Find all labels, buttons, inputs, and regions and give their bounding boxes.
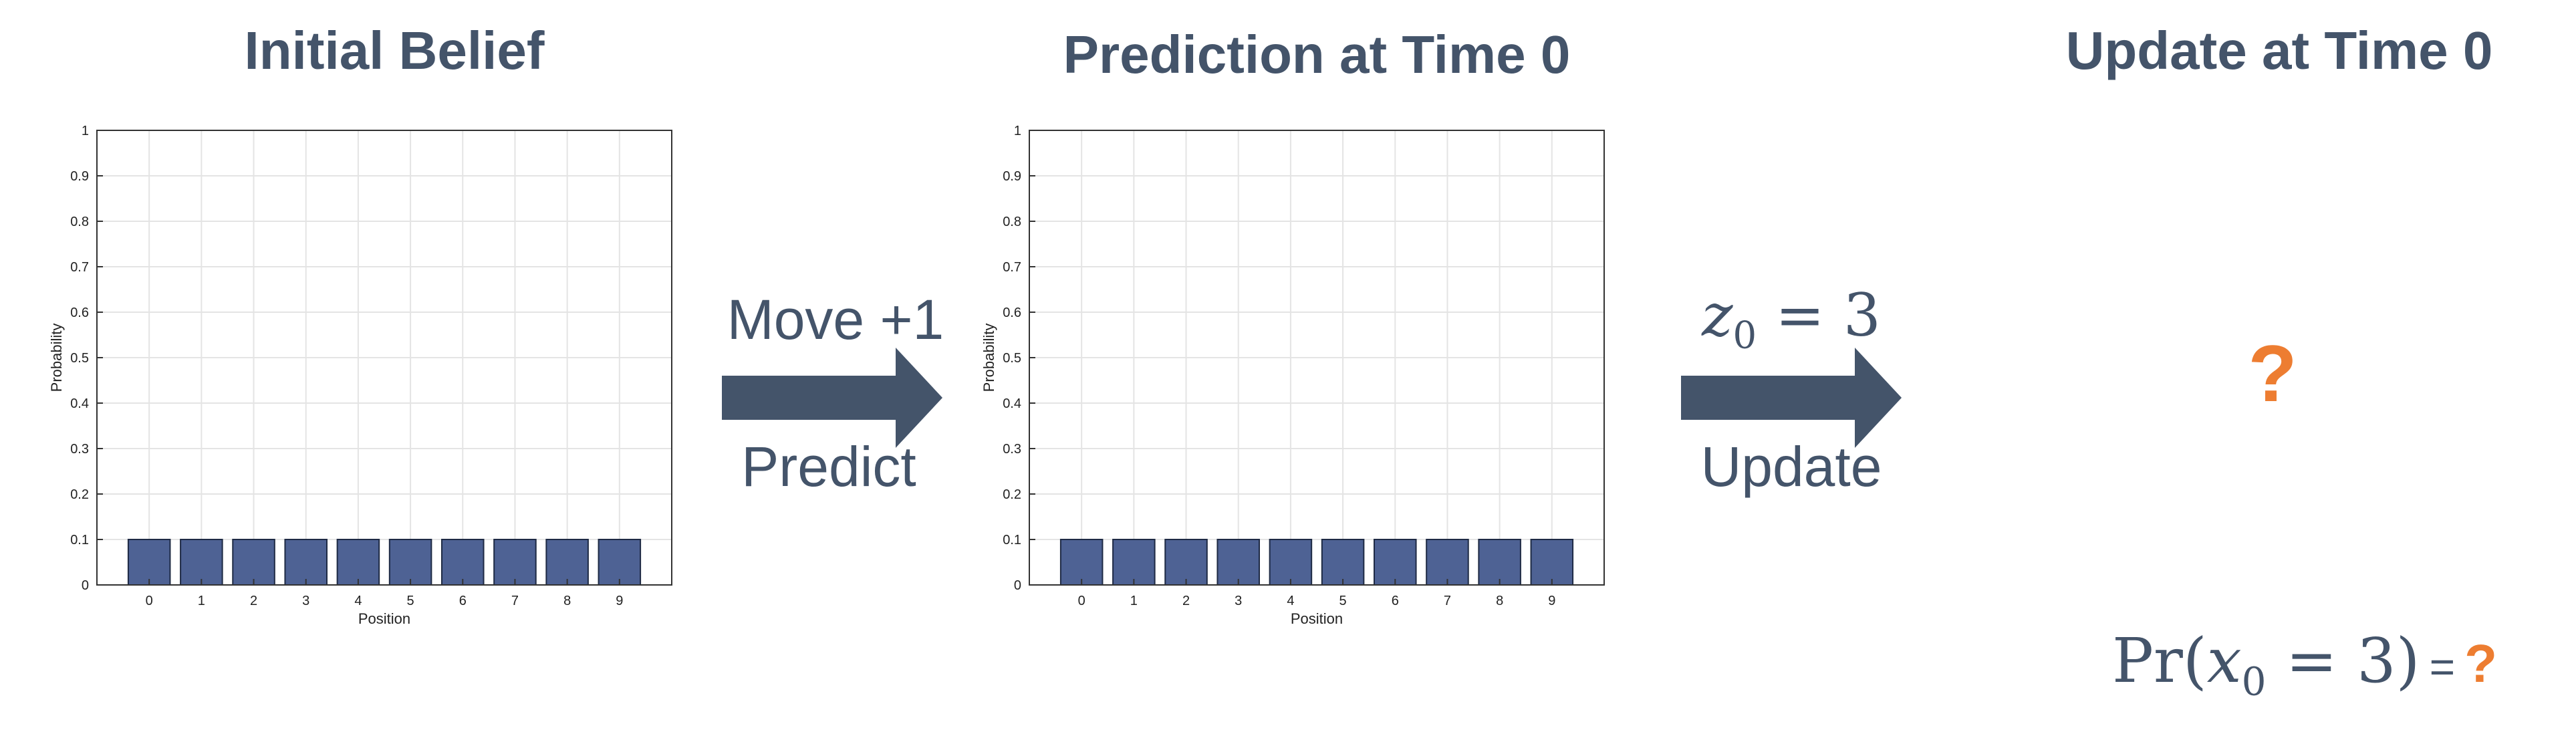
y-tick-label: 0.9: [70, 169, 89, 184]
x-tick-label: 5: [407, 594, 414, 608]
x-axis-label: Position: [358, 610, 410, 627]
y-tick-label: 0.3: [1003, 442, 1021, 457]
y-tick-label: 0.3: [70, 442, 89, 457]
x-tick-label: 3: [302, 594, 309, 608]
initial-belief-title: Initial Belief: [244, 21, 545, 80]
y-tick-label: 0.5: [1003, 351, 1021, 366]
y-tick-label: 0.7: [70, 260, 89, 275]
x-tick-label: 8: [1496, 594, 1503, 608]
predict-arrow-icon: [722, 348, 942, 448]
formula-equals: =: [2429, 642, 2456, 691]
unknown-result-mark: ?: [2248, 329, 2297, 418]
y-tick-label: 0.1: [70, 533, 89, 547]
measurement-sub: 0: [1732, 314, 1757, 358]
y-tick-label: 0: [1014, 578, 1021, 593]
x-tick-label: 9: [1548, 594, 1555, 608]
move-label: Move +1: [727, 288, 944, 351]
bar-8: [545, 539, 589, 586]
y-tick-label: 0.8: [70, 215, 89, 229]
x-axis-label: Position: [1291, 610, 1343, 627]
x-tick-label: 7: [1444, 594, 1451, 608]
measurement-var: z: [1702, 281, 1733, 350]
y-tick-label: 1: [82, 124, 89, 138]
bar-0: [127, 539, 171, 586]
bar-4: [336, 539, 380, 586]
y-tick-label: 0.4: [1003, 396, 1021, 411]
y-tick-label: 0.2: [1003, 487, 1021, 502]
measurement-label: z0 = 3: [1651, 281, 1932, 358]
y-tick-label: 0.1: [1003, 533, 1021, 547]
bar-6: [441, 539, 485, 586]
y-tick-label: 0: [82, 578, 89, 593]
x-tick-label: 4: [1287, 594, 1294, 608]
x-tick-label: 6: [459, 594, 467, 608]
x-tick-label: 7: [511, 594, 519, 608]
y-tick-label: 0.6: [1003, 306, 1021, 320]
y-tick-label: 0.9: [1003, 169, 1021, 184]
y-tick-label: 0.6: [70, 306, 89, 320]
y-axis-label: Probability: [981, 324, 997, 392]
y-axis-label: Probability: [48, 324, 65, 392]
formula-pr: Pr(: [2112, 625, 2207, 697]
x-tick-label: 2: [1182, 594, 1190, 608]
bar-5: [1321, 539, 1365, 586]
x-tick-label: 6: [1392, 594, 1399, 608]
x-tick-label: 9: [616, 594, 623, 608]
update-arrow-icon: [1681, 348, 1902, 448]
bar-7: [493, 539, 537, 586]
bar-9: [598, 539, 642, 586]
y-tick-label: 0.4: [70, 396, 89, 411]
y-tick-label: 0.8: [1003, 215, 1021, 229]
formula-var: x: [2206, 625, 2242, 697]
x-tick-label: 4: [354, 594, 362, 608]
bar-6: [1374, 539, 1417, 586]
bar-1: [180, 539, 223, 586]
x-tick-label: 5: [1339, 594, 1347, 608]
bar-3: [284, 539, 328, 586]
x-tick-label: 3: [1235, 594, 1242, 608]
x-tick-label: 1: [1130, 594, 1138, 608]
y-tick-label: 0.5: [70, 351, 89, 366]
x-tick-label: 1: [198, 594, 205, 608]
predict-label: Predict: [741, 435, 916, 498]
formula-unknown-value: ?: [2464, 634, 2497, 693]
prediction-title: Prediction at Time 0: [1063, 25, 1571, 84]
y-tick-label: 1: [1014, 124, 1021, 138]
x-tick-label: 0: [146, 594, 153, 608]
measurement-value: = 3: [1757, 281, 1881, 350]
bar-9: [1530, 539, 1574, 586]
bar-7: [1426, 539, 1469, 586]
bar-1: [1112, 539, 1156, 586]
formula-sub: 0: [2241, 658, 2267, 705]
update-title: Update at Time 0: [2065, 21, 2493, 80]
y-tick-label: 0.7: [1003, 260, 1021, 275]
x-tick-label: 8: [563, 594, 571, 608]
initial-belief-chart: 0 0.1 0.2 0.3 0.4 0.5 0.6 0.7 0.8 0.9 1 0 1 2 3 4 5 6 7 8 9 P…: [48, 124, 672, 627]
posterior-formula: Pr(x0 = 3) =?: [2112, 625, 2497, 704]
formula-rest: = 3): [2266, 625, 2420, 697]
x-tick-label: 2: [250, 594, 257, 608]
prediction-chart: 0 0.1 0.2 0.3 0.4 0.5 0.6 0.7 0.8 0.9 1 0 1 2 3 4 5 6 7 8 9 P…: [981, 124, 1605, 627]
bar-3: [1216, 539, 1261, 586]
bar-8: [1478, 539, 1521, 586]
bar-2: [232, 539, 275, 586]
bar-0: [1059, 539, 1104, 586]
bar-5: [388, 539, 432, 586]
y-tick-label: 0.2: [70, 487, 89, 502]
x-tick-label: 0: [1078, 594, 1085, 608]
bar-4: [1269, 539, 1313, 586]
update-label: Update: [1700, 435, 1882, 498]
bar-2: [1164, 539, 1208, 586]
